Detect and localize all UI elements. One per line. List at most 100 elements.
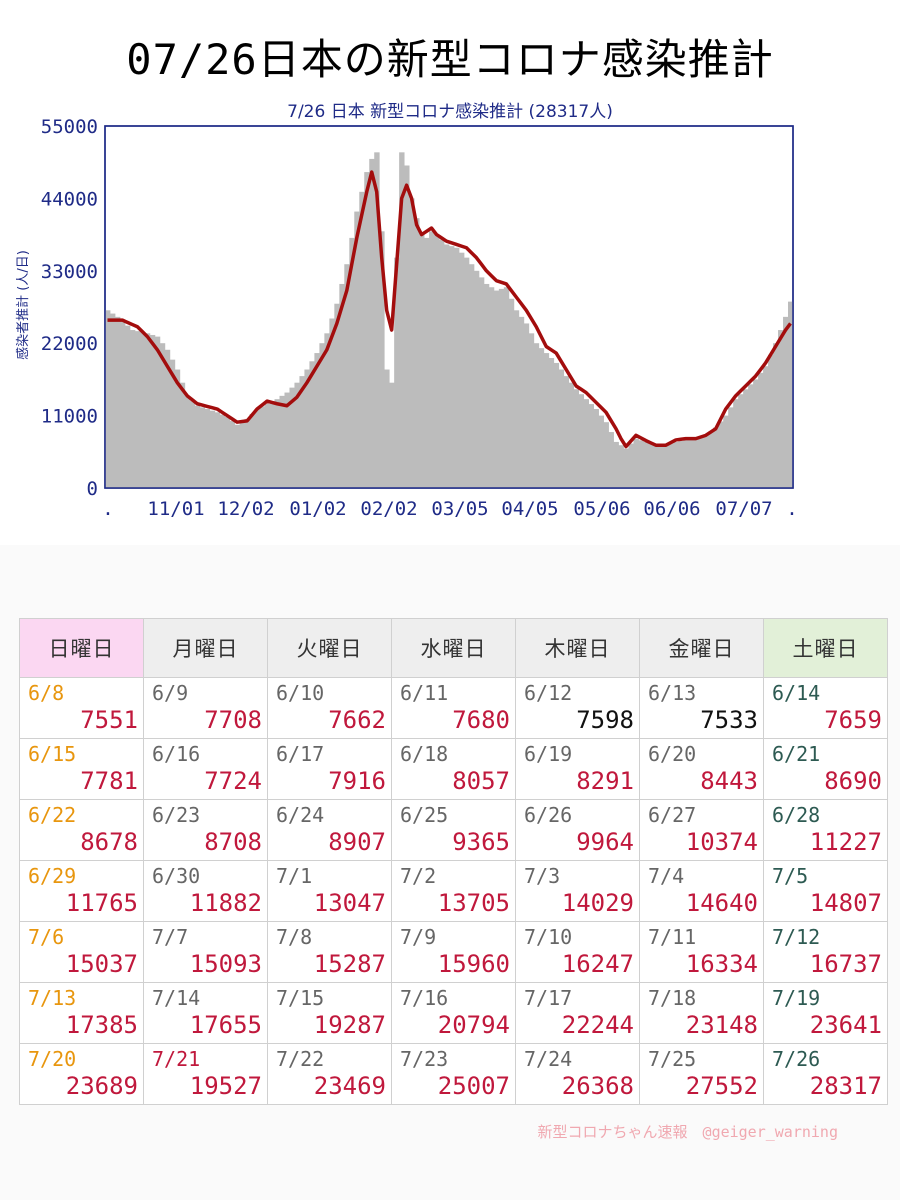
cell-value: 17385 xyxy=(65,1011,138,1039)
calendar-day-cell: 6/24 8907 xyxy=(267,799,392,861)
x-tick-label: 05/06 xyxy=(573,498,630,520)
daily-bar xyxy=(568,382,575,488)
credit-text: 新型コロナちゃん速報 @geiger_warning xyxy=(537,1123,838,1141)
cell-date: 7/26 xyxy=(772,1047,821,1071)
cell-value: 7724 xyxy=(204,767,262,795)
daily-bar xyxy=(289,387,295,488)
cell-date: 7/3 xyxy=(524,864,561,888)
daily-bar xyxy=(105,310,111,488)
daily-bar xyxy=(254,409,260,488)
cell-value: 11882 xyxy=(189,889,262,917)
daily-bar xyxy=(324,333,330,488)
calendar-day-cell: 7/18 23148 xyxy=(639,982,764,1044)
calendar-day-cell: 6/29 11765 xyxy=(19,860,144,922)
cell-date: 7/13 xyxy=(28,986,77,1010)
cell-date: 6/11 xyxy=(400,681,449,705)
daily-bar xyxy=(369,158,375,488)
calendar-day-cell: 7/12 16737 xyxy=(763,921,888,983)
daily-bar xyxy=(468,264,475,488)
calendar-day-cell: 7/13 17385 xyxy=(19,982,144,1044)
daily-bar xyxy=(708,431,714,488)
infection-chart: 7/26 日本 新型コロナ感染推計 (28317人) 55000 44000 330… xyxy=(0,90,900,540)
daily-bar xyxy=(663,445,669,488)
daily-bar xyxy=(174,369,181,488)
cell-date: 6/29 xyxy=(28,864,77,888)
x-tick-label: 03/05 xyxy=(431,498,488,520)
cell-value: 17655 xyxy=(189,1011,262,1039)
calendar-day-cell: 7/19 23641 xyxy=(763,982,888,1044)
daily-bar xyxy=(498,288,505,488)
calendar-day-cell: 7/6 15037 xyxy=(19,921,144,983)
calendar-day-cell: 7/24 26368 xyxy=(515,1043,640,1105)
daily-bar xyxy=(434,234,440,488)
daily-bar xyxy=(673,441,679,488)
calendar-week-row: 6/22 8678 6/23 8708 6/24 8907 6/25 9365 6/26 9964… xyxy=(19,799,888,861)
calendar-day-cell: 6/27 10374 xyxy=(639,799,764,861)
cell-date: 7/6 xyxy=(28,925,65,949)
calendar-day-cell: 7/10 16247 xyxy=(515,921,640,983)
y-tick-label: 11000 xyxy=(41,406,98,428)
cell-value: 23148 xyxy=(685,1011,758,1039)
cell-date: 6/21 xyxy=(772,742,821,766)
cell-date: 6/24 xyxy=(276,803,325,827)
calendar-week-row: 7/20 23689 7/21 19527 7/22 23469 7/23 25007 7/24… xyxy=(19,1043,888,1105)
cell-value: 19527 xyxy=(189,1072,262,1100)
daily-bar xyxy=(374,152,380,488)
cell-value: 7708 xyxy=(204,706,262,734)
x-tick-label: 01/02 xyxy=(289,498,346,520)
daily-bar xyxy=(513,310,520,488)
daily-bar xyxy=(139,332,146,488)
daily-bar xyxy=(613,441,619,488)
cell-date: 6/15 xyxy=(28,742,77,766)
daily-bar xyxy=(783,316,789,488)
daily-bar xyxy=(733,399,739,488)
header-monday: 月曜日 xyxy=(143,618,268,678)
daily-bar xyxy=(503,287,510,488)
cell-value: 11765 xyxy=(65,889,138,917)
plot-frame-border xyxy=(104,125,794,489)
cell-value: 8708 xyxy=(204,828,262,856)
x-tick-label: 04/05 xyxy=(501,498,558,520)
y-tick-label: 44000 xyxy=(41,188,98,210)
cell-value: 20794 xyxy=(437,1011,510,1039)
cell-value: 16247 xyxy=(561,950,634,978)
cell-value: 7598 xyxy=(576,706,634,734)
y-axis-label: 感染者推計 (人/日) xyxy=(15,250,31,360)
x-tick-label: 06/06 xyxy=(643,498,700,520)
daily-bar xyxy=(728,407,734,488)
cell-date: 7/15 xyxy=(276,986,325,1010)
cell-date: 6/26 xyxy=(524,803,573,827)
cell-date: 6/16 xyxy=(152,742,201,766)
daily-bar xyxy=(334,303,340,488)
calendar-day-cell: 6/9 7708 xyxy=(143,677,268,739)
cell-value: 23469 xyxy=(313,1072,386,1100)
header-sunday: 日曜日 xyxy=(19,618,144,678)
daily-bar xyxy=(628,443,634,488)
cell-date: 7/22 xyxy=(276,1047,325,1071)
daily-bar xyxy=(309,361,315,488)
daily-bar xyxy=(483,283,490,488)
cell-value: 13047 xyxy=(313,889,386,917)
daily-bar xyxy=(184,395,191,488)
daily-bar xyxy=(458,252,465,488)
x-tick-label: 12/02 xyxy=(217,498,274,520)
daily-bar xyxy=(439,239,445,488)
x-tick-labels: . 11/01 12/02 01/02 02/02 03/05 04/05 05/06 06/0… xyxy=(102,498,797,520)
cell-value: 26368 xyxy=(561,1072,634,1100)
cell-value: 9964 xyxy=(576,828,634,856)
daily-bar xyxy=(648,443,654,488)
calendar-day-cell: 7/9 15960 xyxy=(391,921,516,983)
daily-bar xyxy=(558,369,565,488)
calendar-day-cell: 7/1 13047 xyxy=(267,860,392,922)
daily-bar xyxy=(598,415,604,488)
daily-bar xyxy=(349,237,355,488)
calendar-day-cell: 6/22 8678 xyxy=(19,799,144,861)
calendar-week-row: 7/13 17385 7/14 17655 7/15 19287 7/16 20794 7/17… xyxy=(19,982,888,1044)
cell-value: 23641 xyxy=(809,1011,882,1039)
daily-bar xyxy=(219,414,226,488)
daily-bar xyxy=(359,191,365,488)
cell-date: 7/18 xyxy=(648,986,697,1010)
cell-date: 7/16 xyxy=(400,986,449,1010)
daily-bar xyxy=(429,231,435,488)
daily-bar xyxy=(189,400,196,488)
